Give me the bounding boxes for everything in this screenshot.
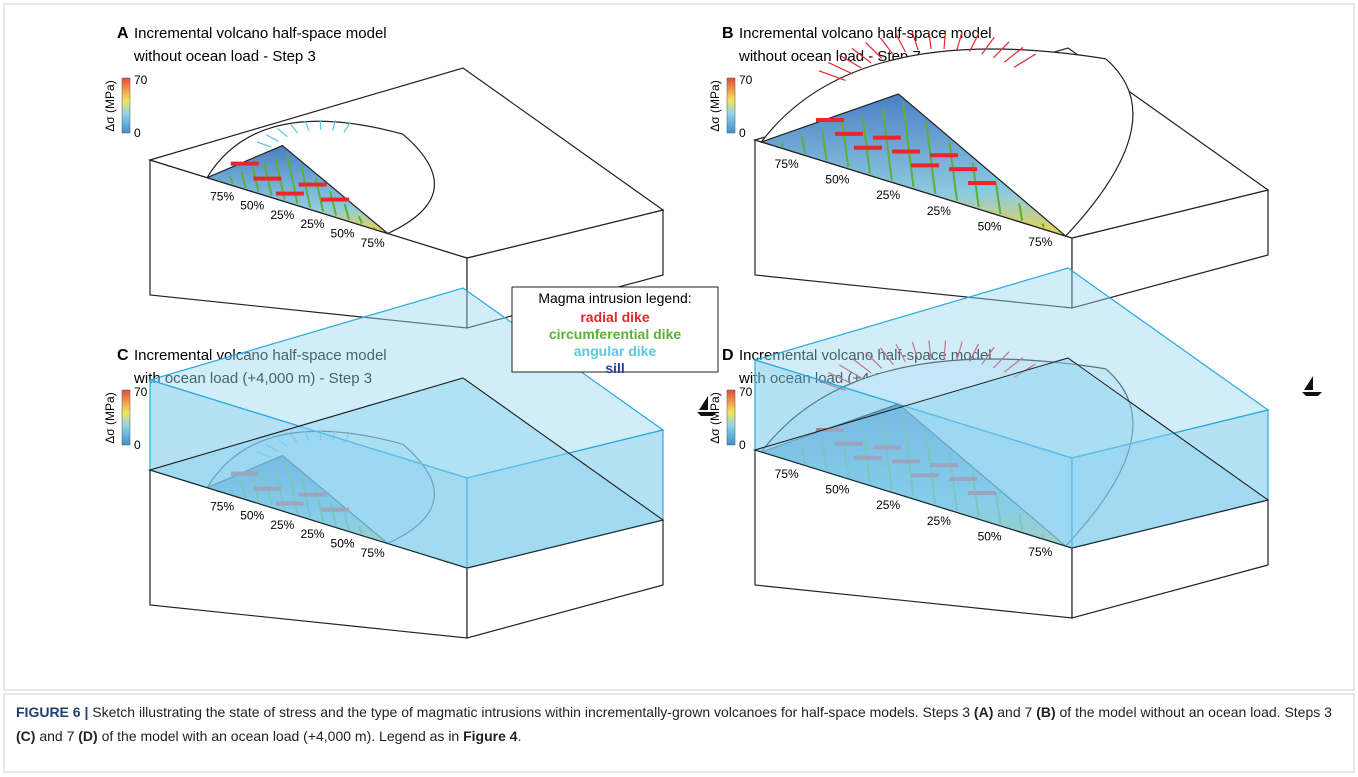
intrusion [321,198,349,202]
panel-letter: B [722,25,734,42]
colorbar [727,78,735,133]
colorbar-label: Δσ (MPa) [708,392,722,443]
panel-title: without ocean load - Step 3 [133,48,316,65]
percent-label: 75% [1028,235,1052,249]
percent-label: 25% [270,208,294,222]
colorbar-max: 70 [739,73,753,87]
percent-label: 25% [927,514,951,528]
boat-hull [1302,392,1322,396]
percent-label: 75% [210,189,234,203]
intrusion [911,163,939,167]
intrusion [873,136,901,140]
colorbar-label: Δσ (MPa) [103,80,117,131]
percent-label: 75% [361,236,385,250]
panel: DIncremental volcano half-space modelwit… [708,268,1322,618]
boat-sail [1304,376,1313,390]
caption-text: (D) [78,728,97,744]
percent-label: 25% [876,498,900,512]
intrusion [218,180,220,181]
percent-label: 50% [331,537,355,551]
caption-text: of the model without an ocean load. Step… [1056,704,1332,720]
intrusion [816,118,844,122]
intrusion [819,71,846,81]
intrusion [276,192,304,196]
percent-label: 50% [978,220,1002,234]
percent-label: 75% [361,546,385,560]
colorbar-min: 0 [134,438,141,452]
intrusion [854,146,882,150]
colorbar-label: Δσ (MPa) [708,80,722,131]
panel-title: Incremental volcano half-space model [134,25,387,42]
percent-label: 25% [876,188,900,202]
caption-text: Sketch illustrating the state of stress … [88,704,974,720]
intrusion [968,181,996,185]
percent-label: 50% [240,509,264,523]
percent-label: 75% [1028,545,1052,559]
panel-letter: D [722,347,734,364]
intrusion [892,150,920,154]
panel-title: Incremental volcano half-space model [739,25,992,42]
colorbar [727,390,735,445]
caption-text: . [518,728,522,744]
caption: FIGURE 6 | Sketch illustrating the state… [16,700,1342,748]
colorbar [122,78,130,133]
panel: A Incremental volcano half-space model wit… [103,25,663,328]
intrusion [231,162,259,166]
colorbar-label: Δσ (MPa) [103,392,117,443]
boat-sail [699,396,708,410]
colorbar-max: 70 [134,73,148,87]
panel-letter: C [117,347,129,364]
intrusion [253,177,281,181]
colorbar-max: 70 [134,385,148,399]
percent-label: 50% [240,199,264,213]
caption-text: and 7 [993,704,1036,720]
intrusion [930,153,958,157]
percent-label: 75% [775,467,799,481]
intrusion [373,228,375,229]
caption-text: (A) [974,704,993,720]
caption-text: Figure 4 [463,728,517,744]
caption-text: (B) [1036,704,1055,720]
percent-label: 50% [825,482,849,496]
percent-label: 25% [300,217,324,231]
percent-label: 50% [331,227,355,241]
intrusion [298,183,326,187]
figure: A Incremental volcano half-space model wit… [0,0,1358,777]
intrusion [949,167,977,171]
percent-label: 75% [210,499,234,513]
percent-label: 25% [300,527,324,541]
caption-text: (C) [16,728,35,744]
caption-text: FIGURE 6 | [16,704,88,720]
legend-item: sill [605,360,624,376]
caption-text: and 7 [35,728,78,744]
intrusion [835,132,863,136]
intrusion [1042,224,1044,228]
legend-item: circumferential dike [549,326,681,342]
colorbar [122,390,130,445]
panel-letter: A [117,25,129,42]
percent-label: 25% [927,204,951,218]
caption-text: of the model with an ocean load (+4,000 … [98,728,463,744]
legend-item: angular dike [574,343,657,359]
percent-label: 50% [825,172,849,186]
colorbar-min: 0 [739,126,746,140]
colorbar-min: 0 [739,438,746,452]
intrusion [782,143,784,147]
colorbar-max: 70 [739,385,753,399]
colorbar-min: 0 [134,126,141,140]
legend-item: radial dike [580,309,649,325]
page: A Incremental volcano half-space model wit… [0,0,1358,777]
percent-label: 75% [775,157,799,171]
legend-title: Magma intrusion legend: [538,290,691,306]
percent-label: 25% [270,518,294,532]
percent-label: 50% [978,530,1002,544]
